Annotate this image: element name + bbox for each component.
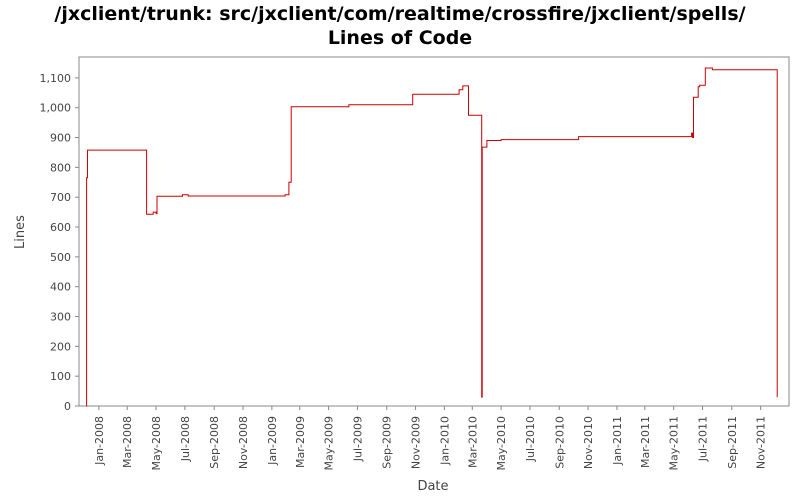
x-tick-label: May-2009 — [323, 416, 336, 471]
x-axis-title: Date — [417, 479, 448, 494]
x-tick-label: Mar-2009 — [294, 416, 307, 468]
x-tick-label: Sep-2009 — [381, 416, 394, 469]
x-tick-label: Nov-2010 — [582, 416, 595, 469]
plot-area — [78, 56, 790, 407]
x-tick-label: Nov-2008 — [237, 416, 250, 469]
x-tick-label: Jul-2011 — [696, 416, 709, 462]
x-tick-label: Jul-2008 — [179, 416, 192, 462]
series-layer — [86, 67, 778, 407]
y-tick-label: 1,100 — [40, 72, 72, 85]
x-tick-label: Mar-2010 — [466, 416, 479, 468]
y-tick-label: 800 — [50, 161, 71, 174]
chart-title: /jxclient/trunk: src/jxclient/com/realti… — [0, 2, 800, 50]
y-tick-label: 900 — [50, 132, 71, 145]
x-tick-label: Jul-2010 — [524, 416, 537, 462]
y-tick-label: 0 — [64, 400, 71, 413]
x-axis: Jan-2008 Mar-2008 May-2008 Jul-2008 Sep-2008… — [93, 406, 768, 471]
x-tick-label: May-2011 — [668, 416, 681, 471]
x-tick-label: Sep-2011 — [726, 416, 739, 469]
x-tick-label: Mar-2008 — [121, 416, 134, 468]
x-tick-label: Jan-2011 — [611, 416, 624, 466]
y-axis: 0 100 200 300 400 500 600 700 800 900 1,000 1,100 — [40, 72, 79, 413]
y-tick-label: 1,000 — [40, 102, 72, 115]
x-tick-label: Sep-2008 — [208, 416, 221, 469]
x-tick-label: Jul-2009 — [351, 416, 364, 462]
y-tick-label: 100 — [50, 370, 71, 383]
y-tick-label: 500 — [50, 251, 71, 264]
x-tick-label: Sep-2010 — [553, 416, 566, 469]
y-axis-title: Lines — [13, 215, 28, 249]
x-tick-label: Jan-2009 — [266, 416, 279, 466]
chart-title-line-1: /jxclient/trunk: src/jxclient/com/realti… — [54, 3, 746, 25]
x-tick-label: Nov-2011 — [755, 416, 768, 469]
x-tick-label: Mar-2011 — [639, 416, 652, 468]
y-tick-label: 700 — [50, 191, 71, 204]
x-tick-label: Jan-2008 — [93, 416, 106, 466]
y-tick-label: 200 — [50, 340, 71, 353]
y-tick-label: 300 — [50, 311, 71, 324]
y-tick-label: 600 — [50, 221, 71, 234]
series-line — [86, 67, 778, 407]
x-tick-label: Nov-2009 — [410, 416, 423, 469]
x-tick-label: May-2008 — [150, 416, 163, 471]
y-tick-label: 400 — [50, 281, 71, 294]
chart-title-line-2: Lines of Code — [327, 27, 473, 49]
x-tick-label: Jan-2010 — [438, 416, 451, 466]
x-tick-label: May-2010 — [495, 416, 508, 471]
